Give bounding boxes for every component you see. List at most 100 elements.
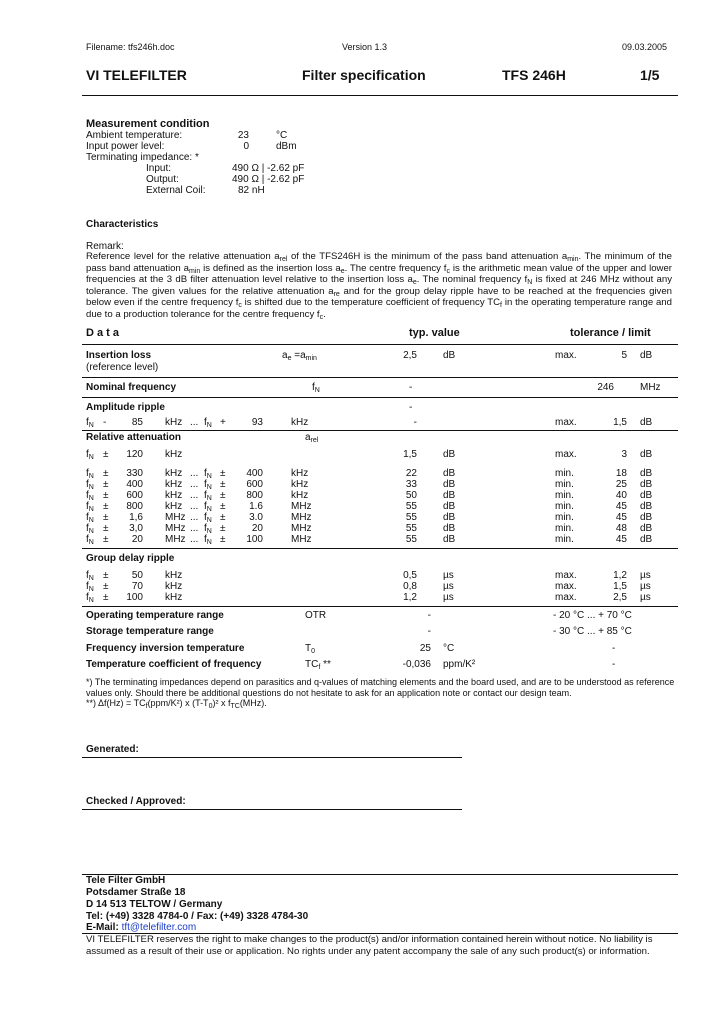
freq-to: 400 (246, 468, 263, 479)
relative-attenuation-symbol: arel (305, 432, 319, 444)
freq-from-unit: kHz (165, 570, 183, 581)
limit-unit: dB (640, 449, 653, 460)
freq-sign: ± (220, 523, 226, 534)
limit-unit: µs (640, 570, 651, 581)
typ-unit: dB (443, 449, 456, 460)
insertion-loss-symbol: ae =amin (282, 350, 317, 362)
limit-unit: dB (640, 523, 653, 534)
freq-sign: ± (103, 479, 109, 490)
limit-type: max. (555, 592, 577, 603)
impedance-label: Output: (146, 174, 179, 185)
footer-phone: Tel: (+49) 3328 4784-0 / Fax: (+49) 3328… (86, 911, 309, 922)
footer-email: E-Mail: tft@telefilter.com (86, 922, 197, 933)
checked-signature-line (82, 809, 462, 810)
email-link[interactable]: tft@telefilter.com (121, 922, 197, 933)
fn-symbol: fN (204, 468, 212, 480)
tolerance-range: - (612, 658, 616, 670)
measurement-label: Ambient temperature: (86, 130, 183, 141)
tolerance-range: - (612, 642, 616, 654)
measurement-title: Measurement condition (86, 118, 210, 130)
fn-symbol: fN (204, 534, 212, 546)
limit-type: min. (555, 479, 574, 490)
footnote-1: *) The terminating impedances depend on … (86, 677, 675, 687)
insertion-loss-label: Insertion loss (86, 350, 152, 361)
limit-value: 1,5 (613, 417, 627, 428)
range-dots: ... (190, 501, 199, 512)
temperature-label: Temperature coefficient of frequency (86, 658, 262, 670)
divider (82, 377, 678, 378)
freq-sign: ± (220, 534, 226, 545)
fn-symbol: fN (204, 523, 212, 535)
checked-label: Checked / Approved: (86, 796, 186, 807)
typ-unit: dB (443, 501, 456, 512)
fn-symbol: fN (204, 501, 212, 513)
typ-value: 2,5 (403, 350, 417, 361)
freq-to: 800 (246, 490, 263, 501)
limit-value: 2,5 (613, 592, 627, 603)
disclaimer-2: assumed as a result of their use or appl… (86, 946, 650, 957)
freq-from: 70 (131, 581, 143, 592)
footnote-2: **) Δf(Hz) = TCf(ppm/K²) x (T-T0)² x fTC… (86, 698, 267, 710)
fn-symbol: fN (86, 512, 94, 524)
freq-from: 330 (126, 468, 143, 479)
typ-unit: dB (443, 468, 456, 479)
fn-symbol: fN (204, 479, 212, 491)
typ-unit: ppm/K² (443, 658, 476, 670)
divider (82, 548, 678, 549)
measurement-value: 0 (243, 141, 249, 152)
freq-sign: ± (220, 468, 226, 479)
typ-value: 0,5 (403, 570, 417, 581)
table-header-divider (82, 344, 678, 345)
generated-label: Generated: (86, 744, 139, 755)
impedance-value: 82 nH (238, 185, 265, 196)
divider (82, 397, 678, 398)
typ-value: 33 (405, 479, 417, 490)
limit-value: 18 (615, 468, 627, 479)
measurement-unit: °C (276, 130, 288, 141)
freq-from: 600 (126, 490, 143, 501)
freq-from: 50 (131, 570, 143, 581)
typ-unit: µs (443, 592, 454, 603)
divider (82, 430, 678, 431)
impedance-label: External Coil: (146, 185, 206, 196)
limit-value: 45 (615, 501, 627, 512)
freq-to-unit: kHz (291, 490, 309, 501)
typ-value: - (409, 402, 413, 413)
range-dots: ... (190, 512, 199, 523)
typ-value: 55 (405, 523, 417, 534)
impedance-value: 490 Ω | -2.62 pF (232, 174, 305, 185)
limit-type: min. (555, 501, 574, 512)
page-number: 1/5 (640, 67, 660, 83)
fn-symbol: fN (204, 417, 212, 429)
freq-to-unit: MHz (291, 512, 312, 523)
freq-from-unit: kHz (165, 490, 183, 501)
freq-sign: - (103, 417, 107, 428)
disclaimer-1: VI TELEFILTER reserves the right to make… (86, 934, 653, 945)
typ-unit: µs (443, 570, 454, 581)
limit-value: 1,5 (613, 581, 627, 592)
divider (82, 606, 678, 607)
fn-symbol: fN (86, 523, 94, 535)
freq-from-unit: kHz (165, 501, 183, 512)
typ-value: - (409, 382, 413, 393)
typ-value: -0,036 (402, 658, 431, 670)
typ-value: 1,2 (403, 592, 417, 603)
tolerance-heading: tolerance / limit (570, 327, 651, 339)
typ-unit: dB (443, 350, 456, 361)
freq-from-unit: kHz (165, 592, 183, 603)
impedance-value: 490 Ω | -2.62 pF (232, 163, 305, 174)
fn-symbol: fN (86, 449, 94, 461)
characteristics-title: Characteristics (86, 219, 159, 230)
freq-to: 100 (246, 534, 263, 545)
limit-type: min. (555, 534, 574, 545)
freq-sign: ± (103, 570, 109, 581)
fn-symbol: fN (86, 490, 94, 502)
limit-type: min. (555, 468, 574, 479)
range-dots: ... (190, 490, 199, 501)
freq-from: 1,6 (129, 512, 143, 523)
relative-attenuation-label: Relative attenuation (86, 432, 182, 443)
temperature-label: Frequency inversion temperature (86, 642, 245, 654)
company-name: VI TELEFILTER (86, 67, 187, 83)
freq-from-unit: kHz (165, 417, 183, 428)
footnote-1-cont: values only. Should there be additional … (86, 688, 572, 698)
